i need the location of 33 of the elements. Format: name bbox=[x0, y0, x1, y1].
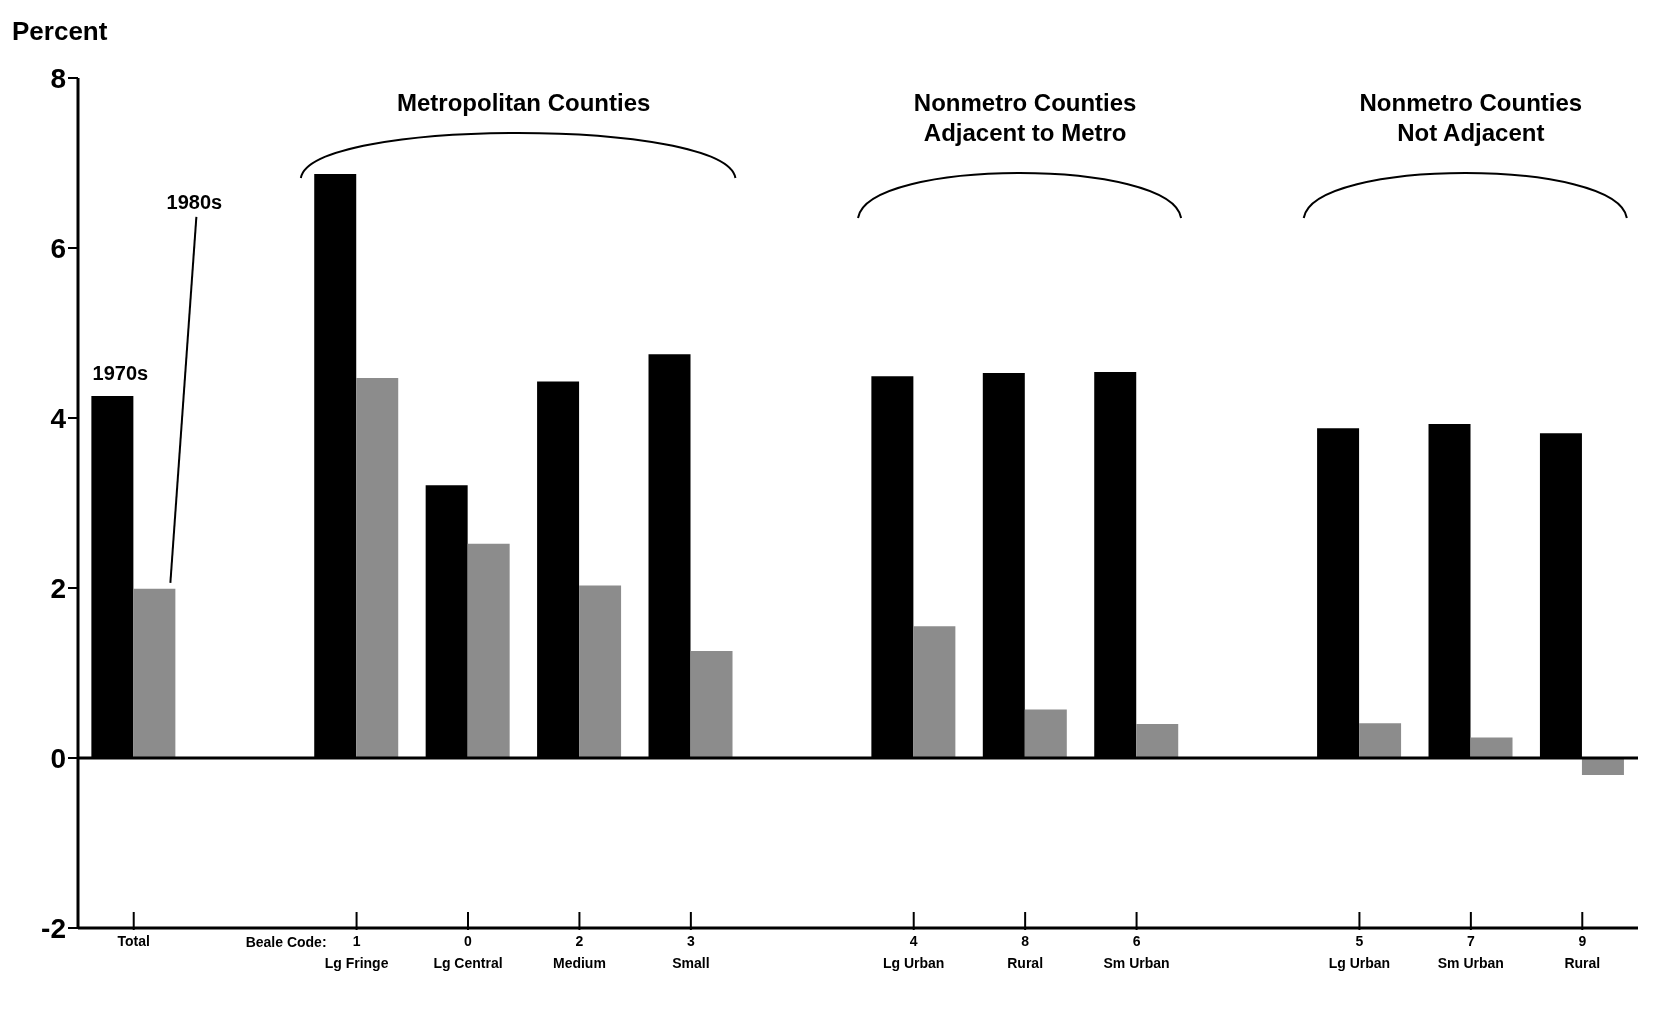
x-tick-label: 2 Medium bbox=[552, 933, 606, 971]
bar bbox=[133, 588, 176, 758]
y-tick-label: 8 bbox=[50, 62, 66, 94]
annotation: Nonmetro Counties Adjacent to Metro bbox=[912, 88, 1138, 148]
y-tick-label: 2 bbox=[50, 572, 66, 604]
y-axis-title: Percent bbox=[12, 16, 108, 47]
x-tick-label: 4 Lg Urban bbox=[882, 933, 945, 971]
bar bbox=[1359, 723, 1402, 758]
bar bbox=[356, 378, 399, 758]
series-label: 1970s bbox=[92, 361, 149, 384]
x-tick-label: 8 Rural bbox=[1007, 933, 1044, 971]
bar bbox=[579, 585, 622, 758]
bar bbox=[1470, 737, 1513, 758]
bar bbox=[1024, 709, 1067, 758]
bar bbox=[467, 543, 510, 758]
y-tick-label: 6 bbox=[50, 232, 66, 264]
y-tick-label: 4 bbox=[50, 402, 67, 434]
text: 1980s bbox=[166, 190, 223, 213]
x-tick-label: 5 Lg Urban bbox=[1328, 933, 1391, 971]
text: Beale Code: bbox=[244, 934, 327, 950]
x-tick-label: 9 Rural bbox=[1564, 933, 1601, 971]
bar bbox=[1136, 724, 1179, 758]
x-tick-label: 7 Sm Urban bbox=[1437, 933, 1504, 971]
y-tick-label: -2 bbox=[41, 912, 66, 944]
x-tick-label: 3 Small bbox=[672, 933, 710, 971]
annotation: Metropolitan Counties bbox=[396, 88, 652, 118]
x-tick-label: 0 Lg Central bbox=[433, 933, 503, 971]
x-tick-label: 6 Sm Urban bbox=[1103, 933, 1170, 971]
x-tick-label: Total bbox=[117, 933, 150, 949]
bar bbox=[913, 626, 956, 758]
bar bbox=[690, 650, 733, 758]
annotation: Nonmetro Counties Not Adjacent bbox=[1358, 88, 1584, 148]
y-tick-label: 0 bbox=[50, 742, 66, 774]
